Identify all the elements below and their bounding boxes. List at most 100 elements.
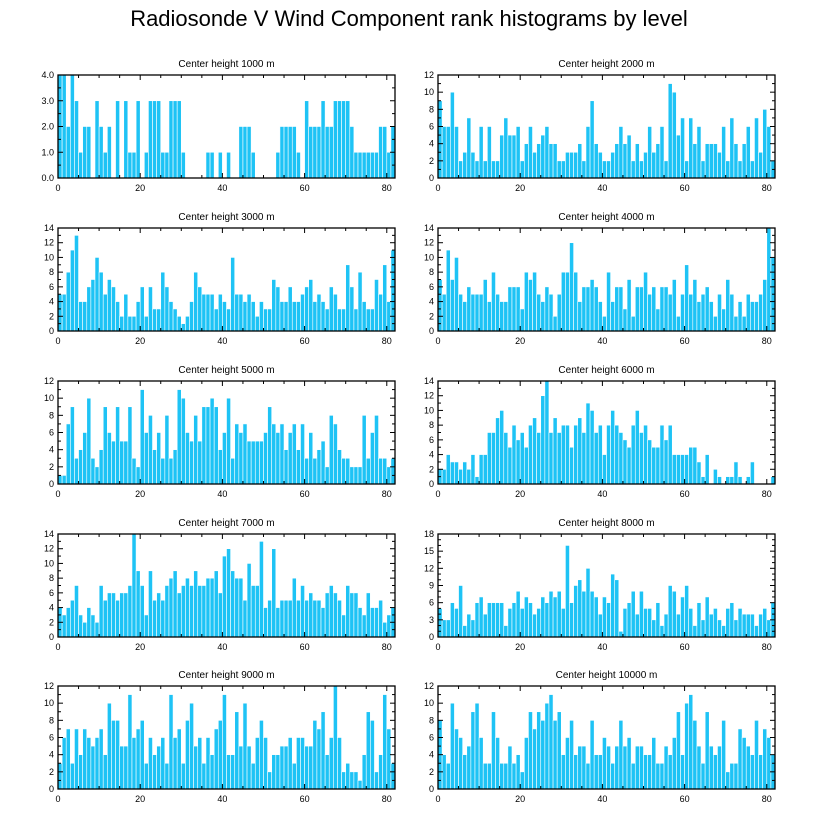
histogram-bar — [283, 449, 289, 485]
histogram-bar — [160, 151, 166, 179]
histogram-bar — [441, 468, 447, 485]
histogram-bar — [585, 762, 591, 790]
histogram-bar — [242, 423, 248, 485]
histogram-bar — [148, 415, 153, 485]
histogram-bar — [671, 454, 677, 485]
histogram-bar — [374, 771, 379, 790]
histogram-bar — [238, 577, 244, 638]
histogram-bar — [704, 454, 710, 485]
histogram-bar — [324, 592, 330, 638]
histogram-bar — [713, 754, 718, 790]
histogram-bar — [308, 279, 314, 332]
histogram-bar — [602, 596, 607, 638]
histogram-bar — [287, 737, 293, 790]
histogram-bar — [65, 728, 71, 790]
histogram-bar — [729, 293, 735, 332]
histogram-bar — [565, 545, 570, 638]
histogram-panel-7: Center height 7000 m 0 20 40 60 80 0 2 4 6 8 10 12 14 — [44, 518, 396, 652]
histogram-bar — [733, 762, 739, 790]
panel-title: Center height 1000 m — [178, 59, 274, 70]
y-tick-label: 14 — [44, 529, 54, 539]
histogram-bar — [593, 286, 599, 332]
histogram-bar — [626, 446, 632, 485]
x-tick-label: 0 — [55, 794, 60, 804]
y-tick-label: 9 — [429, 581, 434, 591]
histogram-bar — [626, 134, 632, 179]
histogram-bar — [86, 607, 92, 638]
histogram-bar — [115, 599, 120, 638]
histogram-bar — [180, 151, 186, 179]
histogram-bar — [291, 301, 297, 332]
histogram-bar — [246, 440, 252, 485]
histogram-bar — [622, 439, 628, 485]
x-tick-label: 60 — [680, 336, 690, 346]
histogram-bar — [94, 737, 100, 790]
histogram-bar — [540, 395, 546, 485]
histogram-bar — [374, 151, 379, 179]
histogram-bar — [168, 301, 174, 332]
y-tick-label: 12 — [424, 238, 434, 248]
histogram-bar — [287, 126, 293, 179]
histogram-bar — [536, 608, 542, 638]
histogram-bar — [102, 754, 108, 790]
histogram-bar — [287, 599, 293, 638]
histogram-bar — [135, 100, 141, 179]
histogram-bar — [152, 754, 157, 790]
histogram-bar — [589, 410, 595, 485]
histogram-bar — [466, 745, 472, 790]
histogram-bar — [692, 279, 698, 332]
panel-title: Center height 7000 m — [178, 518, 274, 529]
histogram-bar — [123, 440, 129, 485]
histogram-bar — [337, 100, 342, 179]
histogram-bar — [139, 585, 145, 638]
y-tick-label: 4 — [429, 750, 434, 760]
histogram-bar — [758, 613, 763, 638]
histogram-bar — [630, 424, 636, 485]
histogram-bar — [102, 151, 108, 179]
histogram-bar — [696, 745, 702, 790]
histogram-bar — [610, 410, 616, 485]
histogram-bar — [337, 599, 342, 638]
histogram-bar — [250, 151, 256, 179]
histogram-bar — [296, 599, 301, 638]
histogram-bar — [197, 737, 203, 790]
histogram-bar — [684, 585, 690, 638]
histogram-bar — [254, 315, 260, 332]
histogram-bar — [361, 754, 367, 790]
x-tick-label: 0 — [435, 794, 440, 804]
histogram-bar — [90, 279, 96, 332]
histogram-bar — [614, 579, 620, 638]
histogram-bar — [304, 745, 309, 790]
histogram-bar — [532, 271, 537, 332]
histogram-bar — [328, 126, 334, 179]
histogram-bar — [700, 293, 706, 332]
histogram-bar — [532, 728, 537, 790]
histogram-bar — [503, 432, 509, 485]
histogram-bar — [717, 745, 722, 790]
histogram-bar — [523, 143, 529, 179]
histogram-bar — [139, 286, 145, 332]
histogram-bar — [267, 406, 273, 485]
y-tick-label: 0 — [49, 326, 54, 336]
y-tick-label: 10 — [424, 698, 434, 708]
histogram-bar — [733, 143, 739, 179]
histogram-bar — [378, 126, 383, 179]
histogram-bar — [474, 476, 480, 485]
histogram-bar — [745, 126, 751, 179]
histogram-bar — [745, 745, 751, 790]
histogram-bar — [462, 625, 468, 638]
histogram-bar — [279, 126, 285, 179]
histogram-bar — [725, 160, 731, 179]
histogram-bar — [741, 315, 747, 332]
histogram-bar — [532, 417, 537, 485]
histogram-bar — [222, 301, 227, 332]
histogram-bar — [308, 432, 314, 485]
histogram-bar — [193, 745, 199, 790]
histogram-bar — [569, 602, 574, 638]
y-tick-label: 12 — [424, 391, 434, 401]
histogram-bar — [614, 745, 620, 790]
histogram-bar — [242, 301, 248, 332]
x-tick-label: 60 — [300, 336, 310, 346]
x-tick-label: 0 — [55, 489, 60, 499]
histogram-bar — [626, 737, 632, 790]
